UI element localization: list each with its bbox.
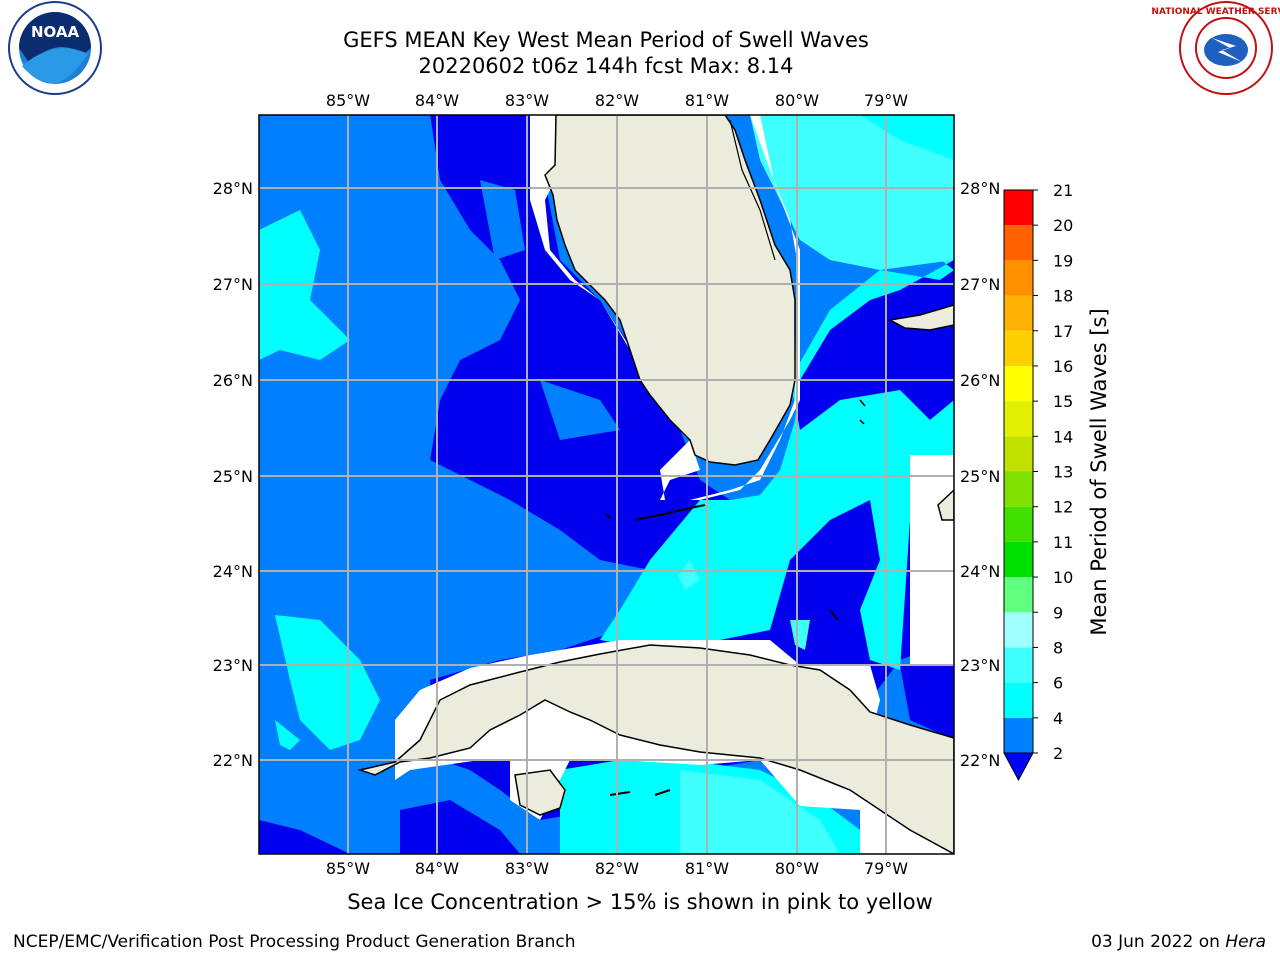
lat-label: 27°N <box>960 275 1000 294</box>
map-frame <box>258 114 955 855</box>
nws-logo: NATIONAL WEATHER SERVICE <box>1151 1 1280 95</box>
lon-label: 80°W <box>775 859 819 878</box>
lon-label: 83°W <box>505 91 549 110</box>
colorbar-tick-label: 6 <box>1053 674 1063 693</box>
colorbar-segment <box>1004 577 1033 613</box>
lon-label: 82°W <box>595 859 639 878</box>
lat-label: 25°N <box>213 467 253 486</box>
lon-label: 79°W <box>864 859 908 878</box>
lon-labels-top: 85°W 84°W 83°W 82°W 81°W 80°W 79°W <box>326 91 908 110</box>
colorbar-tick-label: 11 <box>1053 533 1073 552</box>
colorbar-tick-label: 10 <box>1053 568 1073 587</box>
lat-label: 24°N <box>213 562 253 581</box>
lat-label: 23°N <box>213 656 253 675</box>
lat-label: 28°N <box>960 179 1000 198</box>
lat-labels-right: 28°N 27°N 26°N 25°N 24°N 23°N 22°N <box>960 179 1000 770</box>
colorbar-segment <box>1004 330 1033 366</box>
lon-label: 81°W <box>685 859 729 878</box>
lon-label: 80°W <box>775 91 819 110</box>
lon-label: 84°W <box>415 91 459 110</box>
cuba-land <box>357 644 954 854</box>
colorbar-tick-label: 20 <box>1053 216 1073 235</box>
lon-label: 85°W <box>326 859 370 878</box>
colorbar-tick-label: 21 <box>1053 181 1073 200</box>
colorbar-segment <box>1004 471 1033 507</box>
colorbar-tick-label: 13 <box>1053 463 1073 482</box>
colorbar-tick-label: 14 <box>1053 427 1073 446</box>
sea-ice-caption: Sea Ice Concentration > 15% is shown in … <box>347 890 933 914</box>
colorbar-tick-label: 15 <box>1053 392 1073 411</box>
nws-logo-text: NATIONAL WEATHER SERVICE <box>1151 7 1280 17</box>
colorbar-tick-label: 18 <box>1053 287 1073 306</box>
colorbar-segment <box>1004 190 1033 226</box>
colorbar-segment <box>1004 295 1033 331</box>
chart-subtitle: 20220602 t06z 144h fcst Max: 8.14 <box>418 54 794 78</box>
colorbar-segment <box>1004 717 1033 753</box>
footer-credit: NCEP/EMC/Verification Post Processing Pr… <box>13 932 576 952</box>
colorbar-tick-label: 4 <box>1053 709 1063 728</box>
colorbar-segment <box>1004 682 1033 718</box>
lat-labels-left: 28°N 27°N 26°N 25°N 24°N 23°N 22°N <box>213 179 253 770</box>
lat-label: 28°N <box>213 179 253 198</box>
contour-6-8 <box>600 115 954 670</box>
colorbar-segment <box>1004 506 1033 542</box>
lon-label: 84°W <box>415 859 459 878</box>
colorbar-segment <box>1004 612 1033 648</box>
lat-label: 26°N <box>213 371 253 390</box>
colorbar-tick-label: 16 <box>1053 357 1073 376</box>
colorbar-segment <box>1004 647 1033 683</box>
colorbar-tick-label: 19 <box>1053 251 1073 270</box>
lat-label: 24°N <box>960 562 1000 581</box>
chart-title: GEFS MEAN Key West Mean Period of Swell … <box>343 28 869 52</box>
colorbar-tick-label: 12 <box>1053 498 1073 517</box>
colorbar-segment <box>1004 365 1033 402</box>
map-grid <box>259 115 954 854</box>
lat-label: 22°N <box>213 751 253 770</box>
lon-label: 83°W <box>505 859 549 878</box>
colorbar-tick-label: 17 <box>1053 322 1073 341</box>
colorbar-tick-label: 2 <box>1053 744 1063 763</box>
colorbar-extend <box>1003 752 1034 782</box>
lat-label: 26°N <box>960 371 1000 390</box>
lon-label: 82°W <box>595 91 639 110</box>
map-contours <box>259 115 954 854</box>
lat-label: 22°N <box>960 751 1000 770</box>
lat-label: 25°N <box>960 467 1000 486</box>
colorbar-segment <box>1004 436 1033 472</box>
lon-label: 81°W <box>685 91 729 110</box>
lon-labels-bottom: 85°W 84°W 83°W 82°W 81°W 80°W 79°W <box>326 859 908 878</box>
colorbar: 2 4 6 8 9 10 11 12 13 14 15 16 17 18 19 20 21 <box>1003 181 1073 782</box>
lat-label: 23°N <box>960 656 1000 675</box>
florida-land <box>544 115 796 466</box>
lon-label: 79°W <box>864 91 908 110</box>
colorbar-segment <box>1004 225 1033 261</box>
lon-label: 85°W <box>326 91 370 110</box>
noaa-logo-text: NOAA <box>31 23 80 41</box>
colorbar-segment <box>1004 541 1033 578</box>
colorbar-tick-label: 8 <box>1053 638 1063 657</box>
noaa-logo: NOAA <box>8 1 102 95</box>
footer-date: 03 Jun 2022 on Hera <box>1091 932 1266 952</box>
colorbar-segment <box>1004 260 1033 296</box>
lat-label: 27°N <box>213 275 253 294</box>
colorbar-label: Mean Period of Swell Waves [s] <box>1087 308 1111 635</box>
colorbar-segment <box>1004 401 1033 437</box>
colorbar-tick-label: 9 <box>1053 603 1063 622</box>
